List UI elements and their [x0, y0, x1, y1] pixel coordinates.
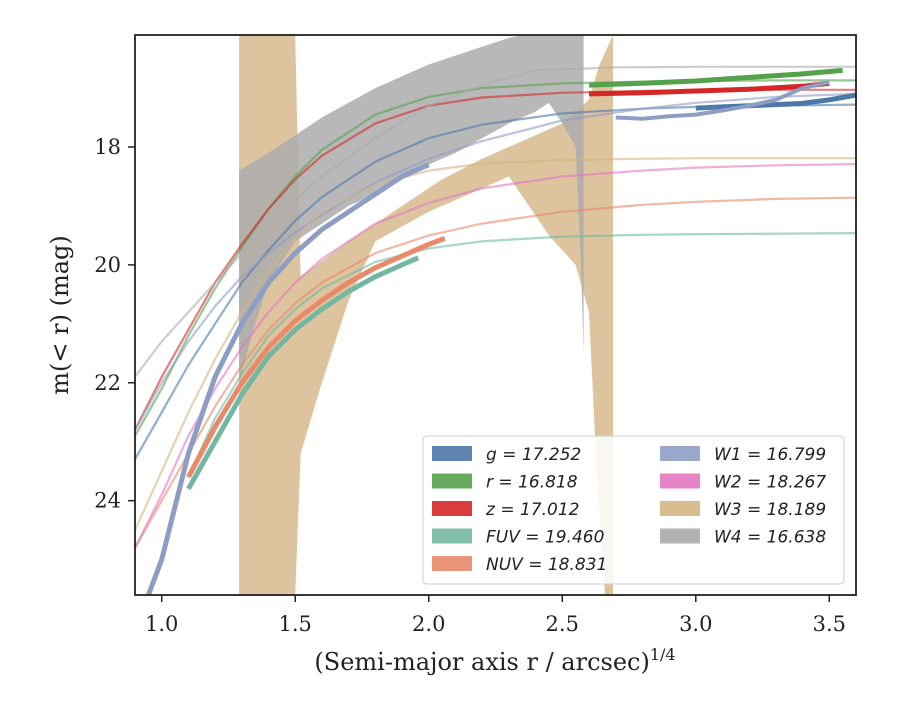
- w4-model-curve: [135, 65, 856, 378]
- nuv-model-curve: [135, 196, 856, 549]
- w1-profile: [146, 162, 430, 595]
- g-profile: [695, 92, 856, 111]
- legend-swatch-w2: [660, 473, 700, 489]
- legend-swatch-z: [432, 501, 472, 516]
- x-tick-label: 3.5: [813, 612, 846, 636]
- legend-swatch-w3: [660, 501, 700, 516]
- x-tick-label: 1.5: [279, 612, 312, 636]
- legend-label-g: g = 17.252: [486, 445, 581, 465]
- nuv-profile: [186, 236, 446, 479]
- w3-model-curve: [135, 157, 856, 531]
- legend-label-w2: W2 = 18.267: [714, 473, 826, 493]
- legend-label-z: z = 17.012: [485, 500, 579, 520]
- legend-label-w4: W4 = 16.638: [714, 528, 826, 548]
- plot-area: [135, 35, 856, 595]
- legend: g = 17.252 r = 16.818 z = 17.012 FUV = 19.4…: [422, 435, 845, 585]
- x-tick-label: 1.0: [145, 612, 178, 636]
- y-tick-label: 18: [94, 135, 121, 159]
- legend-label-r: r = 16.818: [486, 473, 578, 493]
- legend-swatch-w1: [660, 446, 700, 461]
- legend-frame: [422, 435, 845, 585]
- w1-profile-outer: [615, 80, 830, 121]
- x-axis-label: (Semi-major axis r / arcsec)1/4: [314, 645, 675, 676]
- plot-frame: [134, 34, 857, 596]
- x-tick-label: 2.0: [412, 612, 445, 636]
- w3-band: [239, 35, 613, 595]
- legend-swatch-w4: [660, 528, 700, 544]
- legend-swatch-nuv: [432, 556, 472, 571]
- legend-label-fuv: FUV = 19.460: [486, 528, 604, 548]
- x-tick-label: 2.5: [546, 612, 579, 636]
- y-tick-label: 24: [94, 489, 121, 513]
- legend-label-nuv: NUV = 18.831: [486, 555, 607, 575]
- legend-swatch-g: [432, 446, 472, 461]
- y-axis: 18 20 22 24: [94, 135, 135, 513]
- r-profile: [588, 67, 843, 88]
- x-axis-label-power: 1/4: [650, 645, 676, 664]
- y-tick-label: 20: [94, 253, 121, 277]
- data-lines: [146, 67, 856, 595]
- legend-label-w1: W1 = 16.799: [714, 445, 826, 465]
- fuv-profile: [186, 255, 420, 491]
- legend-swatch-fuv: [432, 528, 472, 544]
- legend-label-w3: W3 = 18.189: [714, 500, 826, 520]
- y-tick-label: 22: [94, 371, 121, 395]
- g-model-curve: [135, 103, 856, 460]
- x-axis-label-text: (Semi-major axis r / arcsec): [314, 648, 649, 676]
- legend-swatch-r: [432, 473, 472, 489]
- x-axis: 1.0 1.5 2.0 2.5 3.0 3.5: [145, 595, 846, 636]
- y-axis-label: m(< r) (mag): [46, 235, 74, 394]
- x-tick-label: 3.0: [679, 612, 712, 636]
